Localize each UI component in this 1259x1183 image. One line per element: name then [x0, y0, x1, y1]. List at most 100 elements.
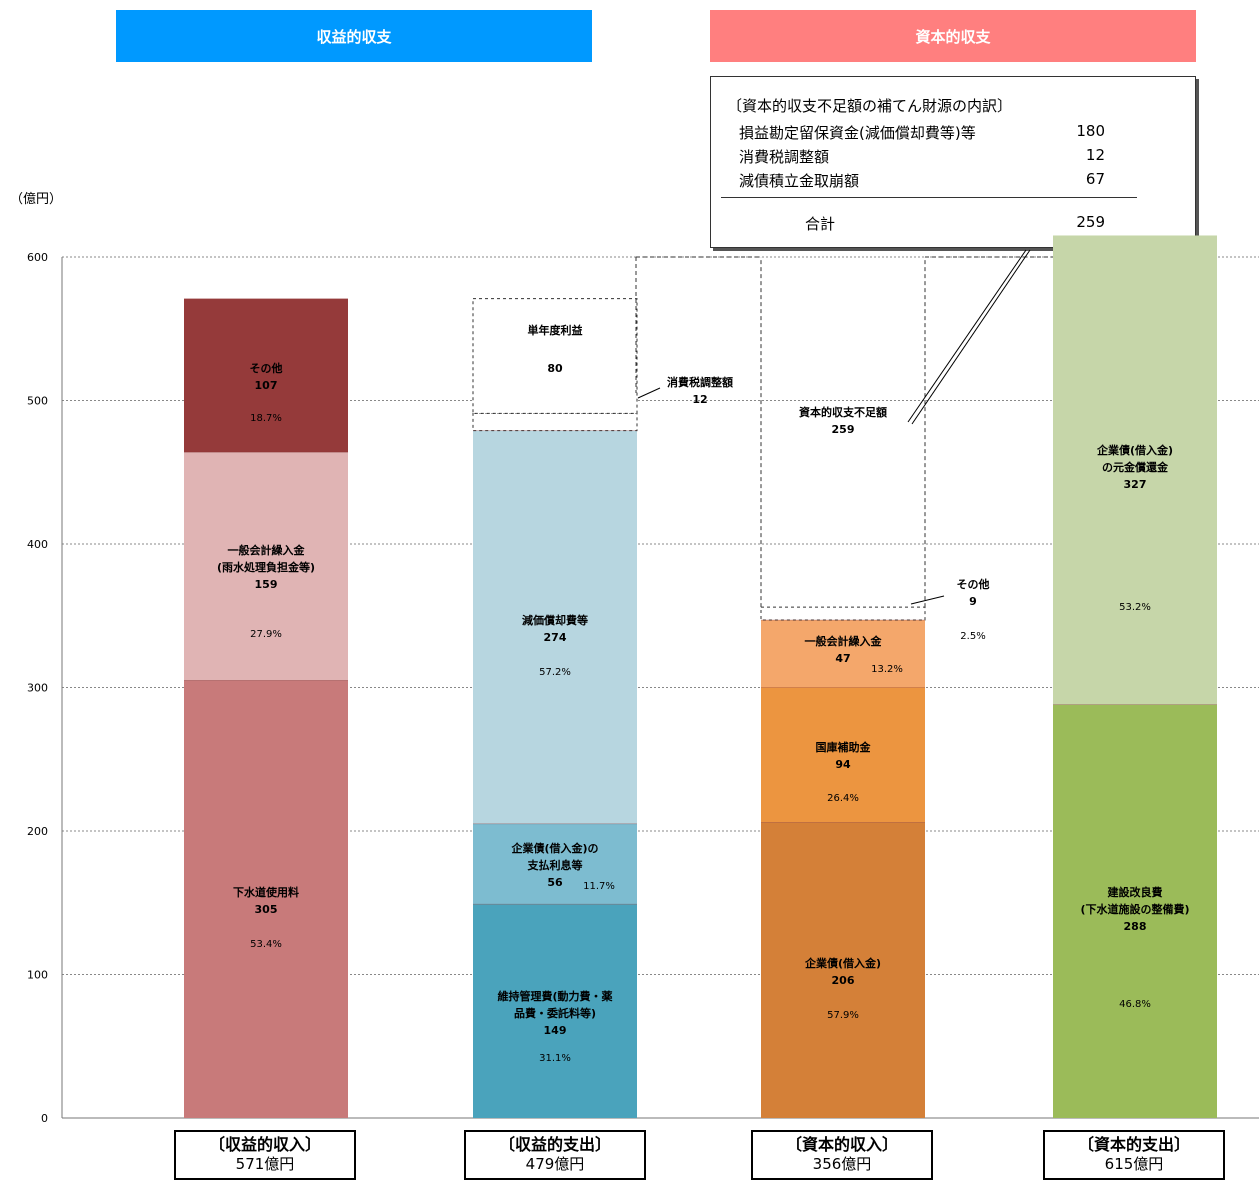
segment-percent: 57.9% — [827, 1010, 859, 1021]
segment-value: 94 — [835, 758, 851, 771]
category-name: 〔収益的収入〕 — [208, 1135, 321, 1154]
segment-value: 12 — [692, 393, 707, 406]
segment-label: 品費・委託料等) — [514, 1006, 596, 1020]
breakdown-total-label: 合計 — [805, 215, 836, 233]
bar-segment — [760, 606, 926, 621]
capital-section-banner: 資本的収支 — [710, 10, 1196, 62]
breakdown-row-label: 損益勘定留保資金(減価償却費等)等 — [739, 124, 976, 142]
segment-percent: 2.5% — [960, 631, 985, 642]
segment-percent: 18.7% — [250, 413, 282, 424]
category-total: 479億円 — [525, 1155, 585, 1173]
segment-percent: 13.2% — [871, 664, 903, 675]
breakdown-row: 減債積立金取崩額 67 — [739, 170, 1105, 191]
bar-segment — [1053, 704, 1217, 1118]
segment-percent: 46.8% — [1119, 999, 1151, 1010]
breakdown-row-label: 消費税調整額 — [739, 148, 830, 166]
segment-value: 206 — [832, 974, 855, 987]
segment-label: 国庫補助金 — [816, 740, 872, 754]
segment-label: (雨水処理負担金等) — [217, 560, 315, 574]
bar-segment — [472, 412, 638, 432]
bar-segment — [761, 822, 925, 1118]
bar-segment — [761, 620, 925, 688]
segment-value: 56 — [547, 876, 563, 889]
segment-value: 107 — [255, 379, 278, 392]
segment-value: 259 — [832, 423, 855, 436]
category-name: 〔資本的収入〕 — [785, 1135, 898, 1154]
segment-label: 維持管理費(動力費・薬 — [497, 989, 613, 1003]
segment-label: 消費税調整額 — [667, 375, 733, 389]
bar-segment — [1053, 235, 1217, 705]
capital-section-title: 資本的収支 — [915, 27, 991, 46]
segment-percent: 11.7% — [583, 881, 615, 892]
segment-percent: 53.4% — [250, 939, 282, 950]
y-tick-label: 600 — [27, 251, 48, 264]
segment-percent: 57.2% — [539, 667, 571, 678]
y-tick-label: 500 — [27, 395, 48, 408]
segment-label: 企業債(借入金) — [1096, 443, 1173, 457]
segment-value: 80 — [547, 362, 563, 375]
breakdown-row: 損益勘定留保資金(減価償却費等)等 180 — [739, 122, 1105, 143]
y-tick-label: 100 — [27, 969, 48, 982]
segment-label: 企業債(借入金) — [804, 956, 881, 970]
segment-label: 減価償却費等 — [522, 613, 588, 627]
breakdown-title: 〔資本的収支不足額の補てん財源の内訳〕 — [727, 97, 1013, 115]
bar-segment — [473, 430, 637, 824]
bar-segment — [473, 823, 637, 905]
y-tick-label: 300 — [27, 682, 48, 695]
segment-label: (下水道施設の整備費) — [1080, 902, 1189, 916]
segment-label: その他 — [250, 361, 283, 375]
breakdown-separator — [721, 197, 1137, 198]
breakdown-row-value: 12 — [1085, 146, 1105, 164]
category-label-capital-expense: 〔資本的支出〕 615億円 — [1043, 1130, 1225, 1180]
revenue-section-title: 収益的収支 — [316, 27, 392, 46]
funding-breakdown-box: 〔資本的収支不足額の補てん財源の内訳〕 損益勘定留保資金(減価償却費等)等 18… — [710, 76, 1196, 248]
breakdown-row-label: 減債積立金取崩額 — [739, 172, 860, 190]
breakdown-total-value: 259 — [1076, 213, 1105, 231]
category-label-capital-income: 〔資本的収入〕 356億円 — [751, 1130, 933, 1180]
segment-label: 資本的収支不足額 — [799, 405, 887, 419]
leader-line — [911, 249, 1031, 425]
y-tick-label: 200 — [27, 825, 48, 838]
bar-segment — [472, 298, 638, 414]
category-name: 〔収益的支出〕 — [498, 1135, 611, 1154]
category-name: 〔資本的支出〕 — [1077, 1135, 1190, 1154]
segment-value: 274 — [544, 631, 567, 644]
segment-percent: 27.9% — [250, 629, 282, 640]
category-label-revenue-income: 〔収益的収入〕 571億円 — [174, 1130, 356, 1180]
segment-percent: 26.4% — [827, 793, 859, 804]
revenue-section-banner: 収益的収支 — [116, 10, 592, 62]
bar-segment — [761, 687, 925, 823]
segment-label: 一般会計繰入金 — [805, 634, 883, 648]
segment-value: 327 — [1124, 478, 1147, 491]
segment-value: 288 — [1124, 920, 1147, 933]
bar-segment — [184, 298, 348, 453]
segment-label: 企業債(借入金)の — [510, 841, 598, 855]
segment-percent: 53.2% — [1119, 602, 1151, 613]
segment-label: 単年度利益 — [528, 323, 583, 337]
category-total: 571億円 — [235, 1155, 295, 1173]
segment-label: その他 — [957, 577, 990, 591]
segment-label: の元金償還金 — [1102, 460, 1169, 474]
leader-line — [910, 595, 945, 605]
segment-value: 305 — [255, 903, 278, 916]
segment-value: 159 — [255, 578, 278, 591]
category-total: 356億円 — [812, 1155, 872, 1173]
segment-value: 47 — [835, 652, 850, 665]
bar-segment — [184, 452, 348, 681]
category-total: 615億円 — [1104, 1155, 1164, 1173]
bar-segment — [473, 904, 637, 1118]
segment-value: 9 — [969, 595, 977, 608]
segment-percent: 31.1% — [539, 1053, 571, 1064]
y-tick-label: 400 — [27, 538, 48, 551]
breakdown-row: 消費税調整額 12 — [739, 146, 1105, 167]
bar-segment — [184, 680, 348, 1118]
leader-line — [907, 249, 1027, 423]
breakdown-row-value: 180 — [1076, 122, 1105, 140]
y-tick-label: 0 — [41, 1112, 48, 1125]
leader-line — [637, 387, 661, 399]
segment-label: 下水道使用料 — [233, 885, 299, 899]
breakdown-row-value: 67 — [1085, 170, 1105, 188]
y-axis-unit-label: （億円） — [10, 192, 63, 207]
segment-label: 支払利息等 — [527, 858, 583, 872]
segment-label: 一般会計繰入金 — [228, 543, 306, 557]
